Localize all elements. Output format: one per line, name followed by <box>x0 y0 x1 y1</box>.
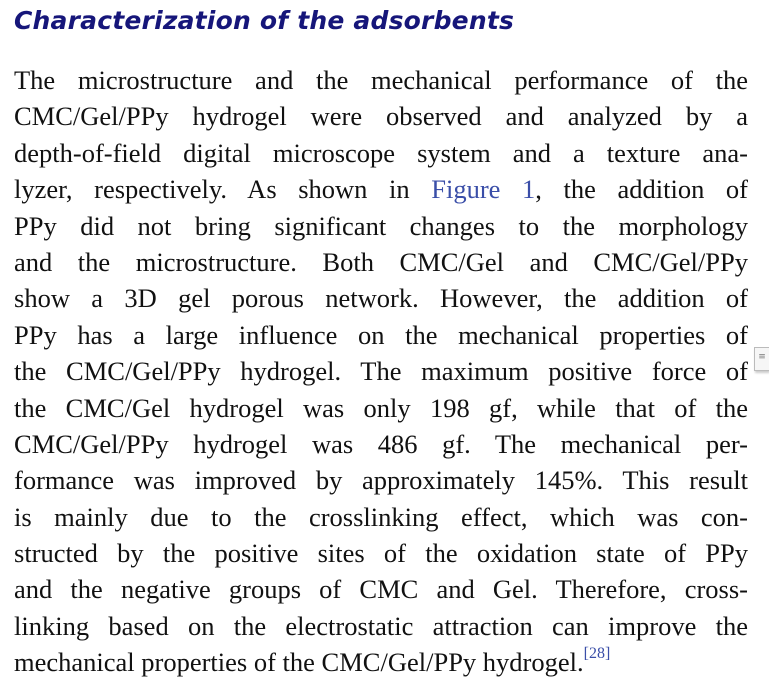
text-line: depth-of-field digital microscope system… <box>14 137 748 168</box>
text-line: is mainly due to the crosslinking effect… <box>14 501 748 532</box>
comment-note-icon[interactable]: ≡ <box>754 347 769 371</box>
text-line: the CMC/Gel hydrogel was only 198 gf, wh… <box>14 392 748 423</box>
text-line: The microstructure and the mechanical pe… <box>14 65 748 95</box>
text-line: and the negative groups of CMC and Gel. … <box>14 574 748 605</box>
text-line: and the microstructure. Both CMC/Gel and… <box>14 246 748 277</box>
text-line: formance was improved by approximately 1… <box>14 465 748 496</box>
citation-link[interactable]: [28] <box>583 645 611 663</box>
text-line: structed by the positive sites of the ox… <box>14 538 748 569</box>
text-line: PPy has a large influence on the mechani… <box>14 319 748 350</box>
text-line: linking based on the electrostatic attra… <box>14 610 748 641</box>
text-line: CMC/Gel/PPy hydrogel was 486 gf. The mec… <box>14 428 748 459</box>
figure-1-link[interactable]: Figure 1 <box>431 174 536 205</box>
text-line: show a 3D gel porous network. However, t… <box>14 283 748 314</box>
text-line: CMC/Gel/PPy hydrogel were observed and a… <box>14 101 748 132</box>
section-heading: Characterization of the adsorbents <box>14 6 515 35</box>
text-segment: mechanical properties of the CMC/Gel/PPy… <box>14 647 584 678</box>
text-line: the CMC/Gel/PPy hydrogel. The maximum po… <box>14 356 748 387</box>
body-paragraph: The microstructure and the mechanical pe… <box>14 62 748 681</box>
text-line: lyzer, respectively. As shown in Figure … <box>14 171 748 207</box>
text-segment: , the addition of <box>535 174 748 205</box>
text-line: PPy did not bring significant changes to… <box>14 210 748 241</box>
text-segment: lyzer, respectively. As shown in <box>14 174 432 205</box>
text-line: mechanical properties of the CMC/Gel/PPy… <box>14 644 748 680</box>
